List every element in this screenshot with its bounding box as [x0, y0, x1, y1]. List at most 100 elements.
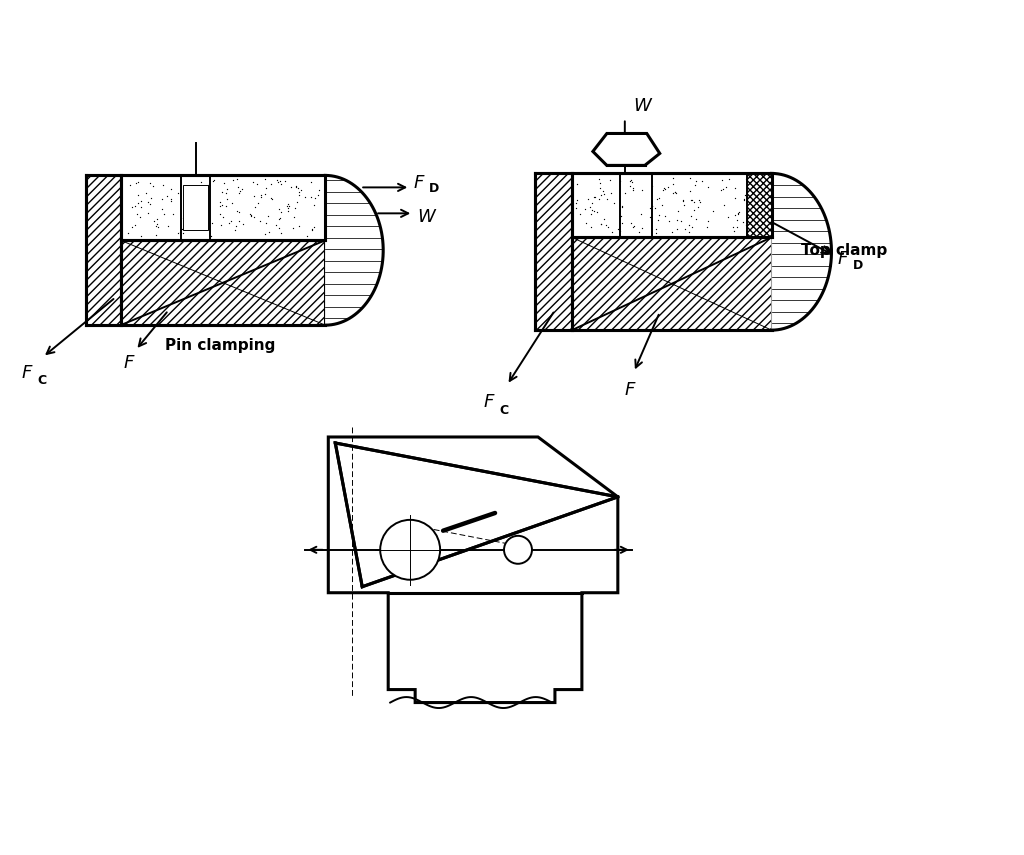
Point [623, 216, 639, 230]
Point [736, 193, 753, 207]
Point [729, 213, 745, 227]
Point [228, 173, 245, 186]
Circle shape [380, 520, 440, 580]
Text: $\mathbf{D}$: $\mathbf{D}$ [852, 259, 864, 272]
Point [690, 200, 707, 214]
Point [291, 219, 307, 233]
Point [230, 215, 247, 228]
Point [172, 225, 188, 239]
Point [187, 215, 204, 228]
Point [219, 192, 236, 205]
Text: $F$: $F$ [483, 393, 496, 411]
Point [273, 205, 290, 219]
Point [205, 174, 221, 187]
Point [669, 222, 685, 236]
Point [286, 210, 302, 224]
Point [291, 185, 307, 198]
Point [195, 218, 211, 232]
Point [643, 210, 659, 224]
Point [253, 191, 269, 204]
Point [654, 198, 671, 211]
Point [675, 194, 691, 208]
Point [133, 200, 150, 214]
Point [737, 188, 754, 202]
Point [271, 202, 288, 215]
Point [670, 204, 686, 218]
Point [660, 215, 677, 228]
Point [214, 210, 230, 224]
Bar [121, 240, 326, 325]
Point [682, 172, 698, 186]
Point [243, 209, 259, 222]
Point [668, 186, 684, 200]
Point [583, 207, 599, 221]
Point [133, 228, 150, 242]
Point [211, 208, 227, 221]
Point [306, 191, 323, 204]
Circle shape [504, 536, 531, 563]
Point [612, 209, 629, 222]
Point [218, 200, 234, 214]
Point [129, 207, 145, 221]
Point [669, 213, 685, 227]
Bar [746, 174, 771, 238]
Point [170, 186, 186, 199]
Point [310, 189, 327, 203]
Point [137, 186, 154, 199]
Point [586, 204, 602, 218]
Bar [182, 186, 209, 230]
Point [289, 195, 305, 209]
Point [737, 218, 754, 232]
Bar [571, 238, 771, 330]
Point [225, 174, 242, 187]
Point [734, 215, 751, 229]
Text: $F$: $F$ [838, 251, 850, 268]
Text: $\mathbf{C}$: $\mathbf{C}$ [37, 374, 47, 386]
Point [682, 184, 698, 198]
Point [725, 220, 741, 233]
Point [273, 178, 290, 192]
Point [665, 186, 681, 200]
Polygon shape [593, 133, 659, 165]
Point [264, 192, 281, 206]
Point [281, 204, 297, 218]
Point [186, 181, 203, 195]
Point [227, 223, 244, 237]
Point [219, 182, 236, 196]
Point [156, 178, 172, 192]
Text: $\mathbf{C}$: $\mathbf{C}$ [499, 404, 509, 416]
Point [749, 215, 765, 228]
Point [200, 178, 216, 192]
Point [568, 201, 585, 215]
Point [587, 190, 603, 203]
Point [233, 182, 250, 196]
Point [124, 220, 140, 233]
Point [280, 201, 296, 215]
Point [756, 180, 772, 193]
Point [677, 221, 693, 235]
Point [593, 217, 609, 231]
Point [283, 180, 299, 194]
Point [246, 189, 262, 203]
Point [229, 204, 246, 218]
Point [683, 193, 699, 207]
Polygon shape [335, 443, 617, 587]
Point [230, 186, 247, 200]
Text: Pin clamping: Pin clamping [165, 338, 275, 352]
Point [305, 198, 322, 211]
Point [751, 211, 767, 225]
Point [276, 174, 293, 188]
Point [144, 180, 161, 193]
Point [613, 199, 630, 213]
Point [593, 188, 609, 202]
Point [738, 172, 755, 186]
Point [684, 220, 700, 233]
Point [174, 221, 190, 235]
Point [591, 192, 607, 206]
Point [288, 180, 304, 193]
Point [750, 195, 766, 209]
Point [650, 191, 667, 204]
Point [726, 181, 742, 195]
Point [592, 180, 608, 194]
Point [616, 186, 633, 200]
